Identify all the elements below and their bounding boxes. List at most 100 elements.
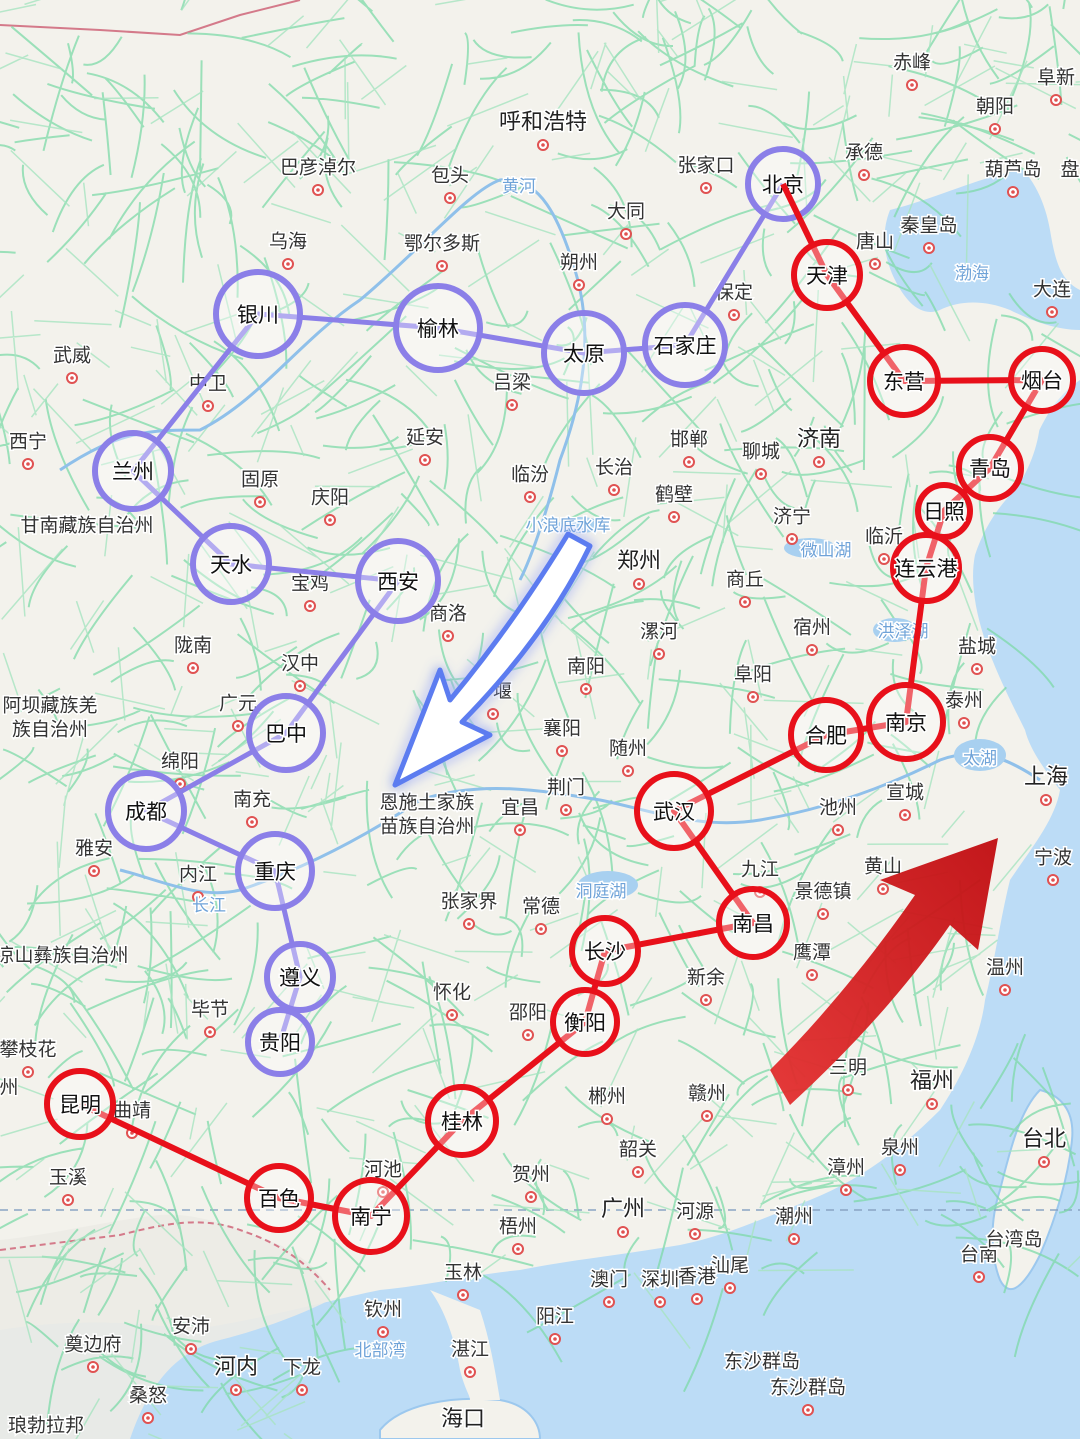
purple-route-stop[interactable]: 巴中 (246, 693, 326, 773)
city-label: 奠边府 (64, 1334, 121, 1356)
city-label: 景德镇 (794, 881, 851, 903)
city-marker (858, 169, 870, 181)
city-label: 包头 (431, 165, 469, 187)
city-label: 赣州 (688, 1083, 726, 1105)
purple-stop-label: 重庆 (254, 860, 296, 884)
purple-stop-label: 贵阳 (259, 1031, 301, 1055)
city-label: 香港 (678, 1266, 716, 1288)
red-route-stop[interactable]: 日照 (915, 482, 973, 540)
red-route-stop[interactable]: 南京 (866, 682, 946, 762)
city-marker (246, 816, 258, 828)
city-label: 济南 (797, 427, 841, 452)
city-label: 巴彦淖尔 (280, 157, 356, 179)
red-route-stop[interactable]: 桂林 (425, 1084, 499, 1158)
city-marker (608, 484, 620, 496)
city-marker (187, 662, 199, 674)
red-stop-ring (791, 239, 863, 311)
city-marker (1046, 306, 1058, 318)
city-marker (524, 491, 536, 503)
purple-route-stop[interactable]: 石家庄 (642, 302, 728, 388)
red-route-stop[interactable]: 南昌 (716, 886, 790, 960)
red-route-stop[interactable]: 连云港 (890, 532, 962, 604)
city-label: 乌海 (269, 231, 307, 253)
city-label: 宣城 (886, 782, 924, 804)
city-marker (506, 399, 518, 411)
red-stop-ring (867, 344, 941, 418)
city-marker (22, 458, 34, 470)
water-label: 渤海 (955, 264, 989, 284)
city-marker (312, 184, 324, 196)
city-label: 呼和浩特 (499, 110, 587, 135)
city-label: 泰州 (945, 690, 983, 712)
city-marker (989, 123, 1001, 135)
city-label: 临汾 (511, 464, 549, 486)
red-route-stop[interactable]: 合肥 (788, 697, 864, 773)
city-label: 漯河 (640, 621, 678, 643)
city-label: 池州 (819, 797, 857, 819)
city-marker (525, 1191, 537, 1203)
red-stop-label: 南昌 (732, 912, 774, 936)
city-marker (923, 242, 935, 254)
red-route-stop[interactable]: 南宁 (332, 1177, 410, 1255)
purple-route-stop[interactable]: 太原 (541, 310, 627, 396)
red-stop-label: 长沙 (584, 940, 626, 964)
city-marker (701, 1110, 713, 1122)
city-marker (88, 865, 100, 877)
red-stop-label: 桂林 (441, 1110, 483, 1134)
purple-route-stop[interactable]: 西安 (355, 538, 441, 624)
red-route-stop[interactable]: 烟台 (1008, 346, 1076, 414)
purple-route-stop[interactable]: 银川 (213, 269, 303, 359)
city-label: 潮州 (775, 1206, 813, 1228)
purple-route-stop[interactable]: 重庆 (235, 831, 315, 911)
water-label: 微山湖 (801, 541, 852, 561)
leizhou-peninsula (430, 1290, 500, 1400)
city-marker (66, 372, 78, 384)
red-route-stop[interactable]: 东营 (867, 344, 941, 418)
purple-stop-ring (92, 430, 174, 512)
red-route-stop[interactable]: 衡阳 (550, 987, 620, 1057)
purple-route-stop[interactable]: 天水 (190, 523, 272, 605)
purple-route-stop[interactable]: 遵义 (264, 941, 336, 1013)
city-label: 襄阳 (543, 718, 581, 740)
red-route-stop[interactable]: 青岛 (956, 434, 1024, 502)
city-label: 上海 (1024, 765, 1068, 790)
city-label: 长治 (595, 457, 633, 479)
city-marker (294, 680, 306, 692)
city-marker (617, 1226, 629, 1238)
city-marker (755, 468, 767, 480)
city-marker (232, 720, 244, 732)
purple-route-stop[interactable]: 成都 (105, 770, 187, 852)
purple-stop-label: 西安 (377, 570, 419, 594)
city-marker (87, 1361, 99, 1373)
purple-route-stop[interactable]: 榆林 (393, 283, 483, 373)
city-marker (622, 765, 634, 777)
city-label: 大同 (607, 201, 645, 223)
purple-stop-ring (355, 538, 441, 624)
city-marker (487, 708, 499, 720)
red-stop-ring (788, 697, 864, 773)
region-label: 凉山彝族自治州 (0, 945, 129, 967)
purple-route-stop[interactable]: 贵阳 (245, 1007, 315, 1077)
city-label: 郴州 (588, 1086, 626, 1108)
red-route-stop[interactable]: 天津 (791, 239, 863, 311)
city-marker (1050, 94, 1062, 106)
city-marker (973, 1271, 985, 1283)
city-label: 郑州 (617, 549, 661, 574)
red-stop-ring (634, 771, 714, 851)
red-route-stop[interactable]: 武汉 (634, 771, 714, 851)
city-marker (878, 553, 890, 565)
purple-stop-label: 兰州 (112, 460, 154, 484)
city-marker (185, 1343, 197, 1355)
red-route-stop[interactable]: 昆明 (44, 1068, 116, 1140)
red-route-stop[interactable]: 长沙 (569, 915, 641, 987)
red-stop-label: 合肥 (805, 724, 847, 748)
city-marker (230, 1384, 242, 1396)
purple-stop-ring (105, 770, 187, 852)
red-route-stop[interactable]: 百色 (244, 1163, 314, 1233)
city-marker (446, 1009, 458, 1021)
city-label: 鹰潭 (793, 942, 831, 964)
purple-stop-ring (642, 302, 728, 388)
purple-route-stop[interactable]: 兰州 (92, 430, 174, 512)
